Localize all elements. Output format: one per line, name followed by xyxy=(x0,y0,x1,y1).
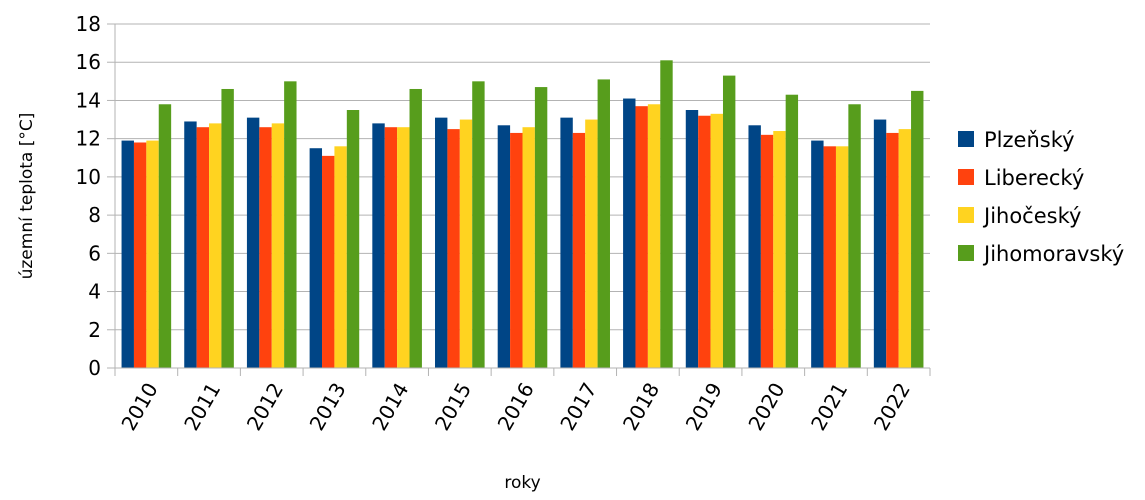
y-axis-label: územní teplota [°C] xyxy=(17,113,37,280)
bar xyxy=(585,119,598,368)
bar xyxy=(146,140,159,368)
legend-label: Plzeňský xyxy=(984,128,1075,152)
axes xyxy=(114,24,931,376)
bar xyxy=(848,104,861,369)
bar xyxy=(497,125,511,368)
legend-swatch xyxy=(958,207,974,223)
y-tick-label: 14 xyxy=(76,88,101,112)
x-axis-label: roky xyxy=(504,473,540,493)
bar xyxy=(472,81,485,368)
bar xyxy=(284,81,297,368)
bar xyxy=(372,123,385,368)
legend-swatch xyxy=(958,131,974,147)
bar xyxy=(623,98,636,368)
bar xyxy=(597,79,610,369)
bar xyxy=(898,129,912,368)
bar xyxy=(221,88,234,368)
x-tick-label: 2017 xyxy=(555,379,601,435)
bar xyxy=(133,142,147,368)
bar xyxy=(685,110,699,368)
legend-label: Jihočeský xyxy=(982,204,1081,228)
x-tick-label: 2012 xyxy=(242,379,288,435)
bar xyxy=(572,132,586,368)
legend: Plzeňský Liberecký Jihočeský Jihomoravský xyxy=(958,128,1124,266)
bar xyxy=(309,148,323,368)
bar xyxy=(647,104,661,369)
x-tick-labels: 2010 2011 2012 2013 2014 2015 2016 2017 2018 2019… xyxy=(116,379,915,435)
bar xyxy=(760,134,774,368)
bar xyxy=(710,113,723,368)
bar xyxy=(773,131,786,368)
bar xyxy=(886,132,899,368)
x-tick-label: 2011 xyxy=(179,379,225,435)
x-tick-label: 2015 xyxy=(430,379,476,435)
bar xyxy=(534,87,548,368)
bar xyxy=(823,146,836,368)
y-tick-label: 18 xyxy=(76,12,101,36)
bar xyxy=(246,117,260,368)
x-tick-label: 2022 xyxy=(869,379,915,435)
bar xyxy=(259,127,272,368)
bar xyxy=(635,106,648,369)
bar xyxy=(196,127,210,368)
y-tick-label: 10 xyxy=(76,165,101,189)
bar xyxy=(447,129,460,368)
x-tick-label: 2014 xyxy=(367,379,413,435)
y-tick-label: 12 xyxy=(76,127,101,151)
bar xyxy=(835,146,849,368)
bar xyxy=(384,127,398,368)
y-tick-labels: 0 2 4 6 8 10 12 14 16 18 xyxy=(76,12,101,380)
bar xyxy=(722,75,736,368)
y-tick-label: 2 xyxy=(88,318,101,342)
x-tick-label: 2018 xyxy=(618,379,664,435)
bar xyxy=(322,155,335,368)
legend-swatch xyxy=(958,245,974,261)
x-tick-label: 2010 xyxy=(116,379,162,435)
bar xyxy=(873,119,887,368)
x-tick-label: 2021 xyxy=(806,379,852,435)
bar xyxy=(435,117,448,368)
legend-label: Jihomoravský xyxy=(982,242,1124,266)
bar xyxy=(522,127,535,368)
x-tick-label: 2016 xyxy=(493,379,539,435)
bar xyxy=(748,125,761,368)
bar xyxy=(785,94,799,369)
x-tick-label: 2019 xyxy=(681,379,727,435)
bar xyxy=(121,140,134,368)
bar xyxy=(334,146,347,368)
bar xyxy=(911,90,924,368)
y-tick-label: 8 xyxy=(88,203,101,227)
bar xyxy=(209,123,222,368)
bar xyxy=(271,123,285,368)
bar xyxy=(409,88,422,368)
bar xyxy=(158,104,172,369)
bar xyxy=(698,115,711,368)
x-tick-label: 2020 xyxy=(743,379,789,435)
bar xyxy=(560,117,573,368)
legend-swatch xyxy=(958,169,974,185)
bars xyxy=(121,60,924,369)
y-tick-label: 16 xyxy=(76,50,101,74)
bar xyxy=(811,140,824,368)
y-tick-label: 6 xyxy=(88,241,101,265)
bar xyxy=(397,127,410,368)
bar xyxy=(459,119,473,368)
bar xyxy=(346,110,360,368)
legend-label: Liberecký xyxy=(984,166,1084,190)
bar xyxy=(184,121,197,368)
y-tick-label: 0 xyxy=(88,356,101,380)
y-tick-label: 4 xyxy=(88,280,101,304)
x-tick-label: 2013 xyxy=(305,379,351,435)
bar xyxy=(510,132,523,368)
bar xyxy=(660,60,673,369)
